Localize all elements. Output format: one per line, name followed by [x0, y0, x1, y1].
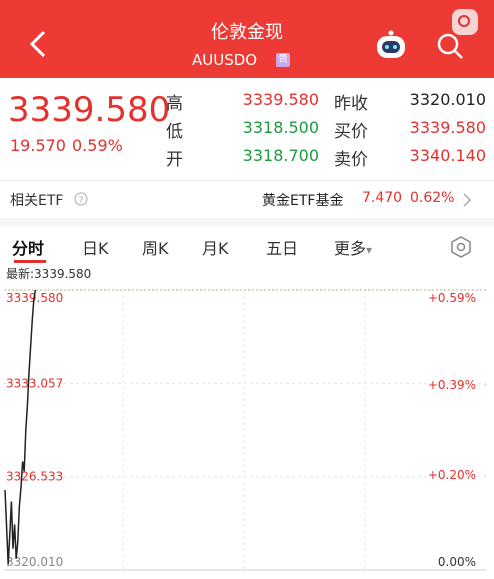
stat-value: 3320.010 [409, 90, 486, 109]
stat-value: 3318.700 [242, 146, 319, 165]
info-icon[interactable]: ? [74, 192, 88, 206]
tab-underline [14, 260, 46, 263]
y2-tick-label: +0.20% [428, 468, 476, 482]
search-icon[interactable] [436, 32, 464, 60]
y-tick-label: 3333.057 [6, 376, 63, 390]
dropdown-arrow: ▾ [366, 243, 373, 257]
tab[interactable]: 五日 [266, 239, 299, 258]
scan-icon[interactable] [451, 8, 479, 36]
stat-value: 3340.140 [409, 146, 486, 165]
stat-value: 3318.500 [242, 118, 319, 137]
y2-tick-label: +0.39% [428, 378, 476, 392]
y-tick-label: 3320.010 [6, 555, 63, 569]
stat-label: 昨收 [334, 94, 368, 114]
stat-label: 高 [166, 94, 183, 114]
etf-label: 相关ETF [10, 193, 64, 209]
etf-name[interactable]: 黄金ETF基金 [262, 193, 344, 209]
settings-icon[interactable] [450, 236, 472, 258]
tab[interactable]: 更多▾ [334, 239, 373, 258]
tab[interactable]: 日K [82, 239, 109, 258]
spacer [0, 218, 494, 226]
price-line [4, 289, 37, 565]
back-button[interactable] [28, 30, 48, 58]
stat-value: 3339.580 [242, 90, 319, 109]
subtitle: AUUSDO [192, 51, 258, 69]
chevron [463, 193, 472, 207]
tab[interactable]: 周K [142, 239, 169, 258]
stat-label: 开 [166, 150, 183, 170]
stat-label: 低 [166, 122, 183, 142]
stat-label: 卖价 [334, 150, 368, 170]
svg-text:?: ? [79, 196, 84, 206]
change: 19.570 [10, 136, 66, 155]
price: 3339.580 [8, 90, 171, 130]
title: 伦敦金现 [211, 22, 283, 43]
robot-icon[interactable] [374, 30, 408, 60]
stat-value: 3339.580 [409, 118, 486, 137]
tab[interactable]: 月K [202, 239, 229, 258]
y2-tick-label: +0.59% [428, 291, 476, 305]
etf-price: 7.470 [362, 190, 403, 206]
badge: 贵 [276, 53, 290, 67]
divider [0, 180, 494, 181]
etf-change: 0.62% [410, 190, 455, 206]
y-tick-label: 3326.533 [6, 470, 63, 484]
change-pct: 0.59% [72, 136, 123, 155]
header: 伦敦金现 AUUSDO 贵 [0, 0, 494, 78]
tab[interactable]: 分时 [12, 239, 45, 258]
latest-label: 最新:3339.580 [6, 266, 91, 281]
stat-label: 买价 [334, 122, 368, 142]
y2-tick-label: 0.00% [438, 555, 476, 569]
chart: 最新:3339.580 3320.0103326.5333333.0573339… [4, 266, 486, 571]
